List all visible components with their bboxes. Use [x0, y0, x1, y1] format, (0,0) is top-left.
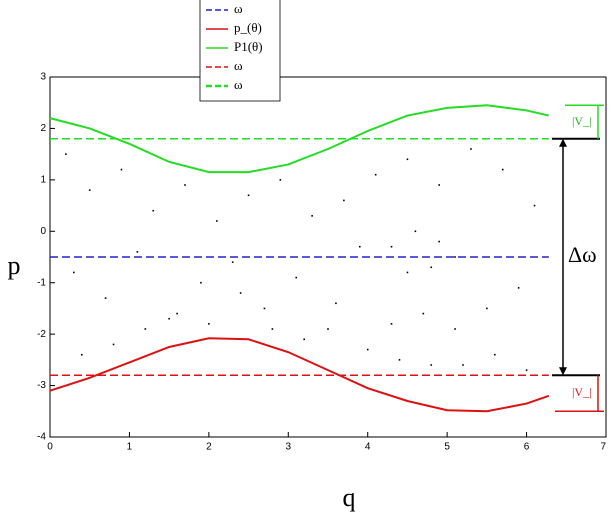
point: [168, 317, 170, 320]
point: [430, 266, 433, 269]
point: [144, 328, 147, 330]
legend-label: ω: [234, 1, 243, 16]
point: [494, 353, 496, 356]
point: [65, 153, 67, 155]
legend-label: P1(θ): [234, 39, 263, 54]
point: [104, 297, 107, 299]
point: [358, 245, 361, 248]
x-axis-label: q: [343, 483, 356, 512]
point: [239, 292, 242, 294]
point: [112, 343, 115, 346]
point: [152, 209, 155, 212]
point: [176, 312, 178, 315]
y-axis-label: p: [8, 251, 21, 280]
point: [486, 307, 488, 310]
point: [208, 323, 210, 325]
point: [398, 359, 401, 361]
point: [430, 364, 433, 366]
point: [406, 158, 409, 161]
x-tick-label: 3: [286, 442, 292, 453]
annotation: |V_|: [572, 385, 591, 399]
point: [73, 271, 75, 274]
point: [335, 302, 337, 305]
x-tick-label: 6: [524, 442, 530, 453]
y-tick-label: 3: [40, 72, 46, 83]
x-tick-label: 5: [444, 442, 450, 453]
annotation: Δω: [568, 242, 597, 267]
x-tick-label: 2: [206, 442, 212, 453]
point: [501, 168, 504, 171]
legend-box: [199, 0, 281, 102]
point: [303, 338, 305, 341]
point: [295, 276, 298, 279]
point: [438, 240, 440, 243]
point: [374, 173, 377, 176]
point: [271, 328, 274, 330]
point: [390, 245, 393, 248]
point: [525, 369, 528, 371]
y-tick-label: -3: [37, 380, 46, 391]
point: [454, 256, 456, 258]
x-tick-label: 1: [127, 442, 133, 453]
point: [343, 199, 345, 202]
point: [406, 271, 409, 274]
x-tick-label: 0: [47, 442, 53, 453]
legend-label: ω: [234, 77, 243, 92]
point: [462, 364, 464, 366]
y-tick-label: 2: [40, 123, 46, 134]
point: [327, 328, 329, 330]
point: [438, 184, 440, 186]
legend-label: p_(θ): [234, 20, 262, 35]
point: [88, 189, 91, 191]
y-tick-label: 0: [40, 226, 46, 237]
curve: [49, 337, 550, 413]
point: [136, 251, 139, 253]
point: [263, 307, 266, 310]
point: [366, 348, 369, 351]
point: [422, 312, 425, 315]
point: [470, 148, 472, 150]
legend-label: ω: [234, 58, 243, 73]
point: [231, 261, 234, 263]
point: [216, 220, 218, 222]
point: [279, 179, 282, 181]
y-tick-label: 1: [40, 174, 46, 185]
point: [80, 353, 83, 356]
y-tick-label: -4: [37, 432, 46, 443]
point: [120, 168, 123, 171]
x-tick-label: 4: [365, 442, 371, 453]
point: [517, 287, 520, 289]
point: [184, 184, 186, 186]
y-tick-label: -2: [37, 329, 46, 340]
annotation: |V_|: [572, 114, 591, 128]
point: [247, 194, 250, 197]
point: [533, 204, 536, 207]
x-tick-label: 7: [600, 442, 606, 453]
point: [414, 230, 417, 233]
y-tick-label: -1: [37, 277, 46, 288]
point: [390, 323, 393, 325]
point: [311, 215, 313, 217]
point: [200, 281, 202, 284]
curve: [49, 104, 550, 174]
point: [454, 328, 456, 330]
